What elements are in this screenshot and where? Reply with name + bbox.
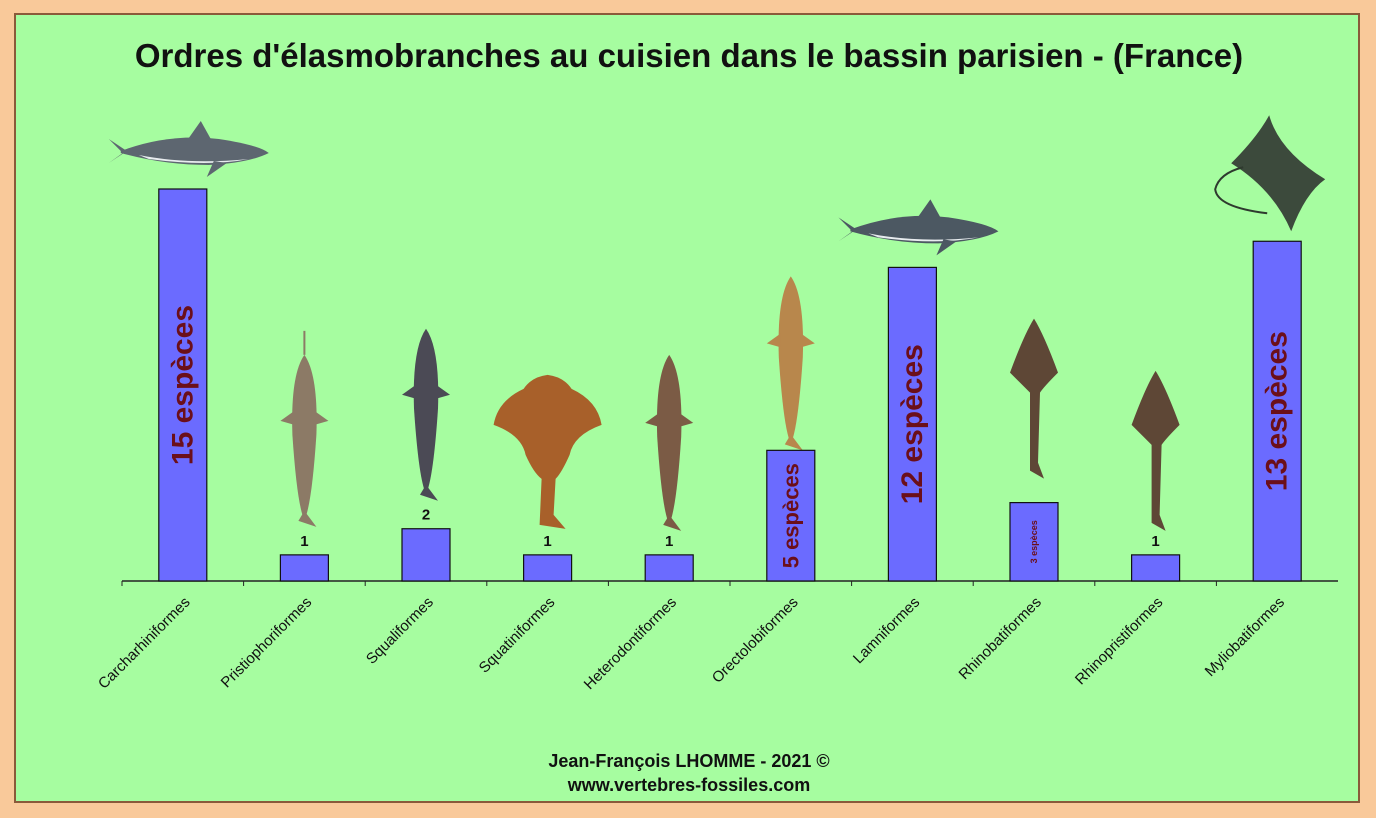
guitarfish-icon	[1131, 370, 1180, 531]
bar-squatiniformes	[523, 554, 573, 582]
illustrations	[108, 115, 1326, 531]
data-label-pristiophoriformes: 1	[300, 533, 308, 550]
bar-rhinopristiformes	[1130, 554, 1181, 582]
data-label-rhinopristiformes: 1	[1151, 533, 1159, 550]
eagle-ray-icon	[1214, 115, 1326, 232]
sawshark-icon	[280, 330, 329, 527]
category-label-lamniformes: Lamniformes	[850, 594, 923, 667]
data-label-heterodontiformes: 1	[665, 533, 673, 550]
bar-rhinobatiformes	[1009, 502, 1059, 582]
horn-shark-icon	[645, 354, 694, 531]
dogfish-shark-icon	[402, 328, 450, 501]
bar-pristiophoriformes	[279, 554, 329, 582]
bar-chart: 15 espècesCarcharhiniformes1Pristiophori…	[95, 115, 1338, 693]
category-label-squaliformes: Squaliformes	[363, 594, 437, 668]
category-label-carcharhiniformes: Carcharhiniformes	[95, 594, 194, 693]
category-label-rhinopristiformes: Rhinopristiformes	[1072, 594, 1167, 689]
data-label-carcharhiniformes: 15 espèces	[166, 305, 199, 465]
category-label-myliobatiformes: Myliobatiformes	[1202, 594, 1288, 680]
data-label-squaliformes: 2	[422, 507, 430, 524]
data-label-rhinobatiformes: 3 espèces	[1029, 520, 1039, 563]
data-label-squatiniformes: 1	[543, 533, 551, 550]
bar-carcharhiniformes	[158, 188, 208, 582]
credit-block: Jean-François LHOMME - 2021 © www.verteb…	[16, 749, 1362, 797]
author-credit: Jean-François LHOMME - 2021 ©	[548, 751, 830, 771]
category-label-pristiophoriformes: Pristiophoriformes	[218, 594, 315, 691]
bar-lamniformes	[887, 266, 938, 582]
chart-frame: Ordres d'élasmobranches au cuisien dans …	[14, 13, 1360, 803]
category-label-rhinobatiformes: Rhinobatiformes	[956, 594, 1045, 683]
data-label-myliobatiformes: 13 espèces	[1261, 331, 1294, 491]
angel-shark-icon	[493, 374, 602, 529]
bar-squaliformes	[401, 528, 451, 582]
bar-heterodontiformes	[644, 554, 694, 582]
data-label-orectolobiformes: 5 espèces	[778, 463, 803, 568]
bar-myliobatiformes	[1252, 240, 1302, 582]
zebra-shark-icon	[766, 276, 815, 451]
guitarfish-icon	[1010, 318, 1058, 479]
data-label-lamniformes: 12 espèces	[896, 344, 929, 504]
bar-orectolobiformes	[766, 449, 816, 582]
chart-title: Ordres d'élasmobranches au cuisien dans …	[134, 37, 1244, 74]
great-white-shark-icon	[838, 199, 999, 256]
category-label-orectolobiformes: Orectolobiformes	[709, 594, 802, 687]
website-link[interactable]: www.vertebres-fossiles.com	[567, 775, 811, 795]
shark-icon	[108, 121, 269, 177]
category-label-heterodontiformes: Heterodontiformes	[581, 594, 680, 693]
category-label-squatiniformes: Squatiniformes	[476, 594, 559, 677]
